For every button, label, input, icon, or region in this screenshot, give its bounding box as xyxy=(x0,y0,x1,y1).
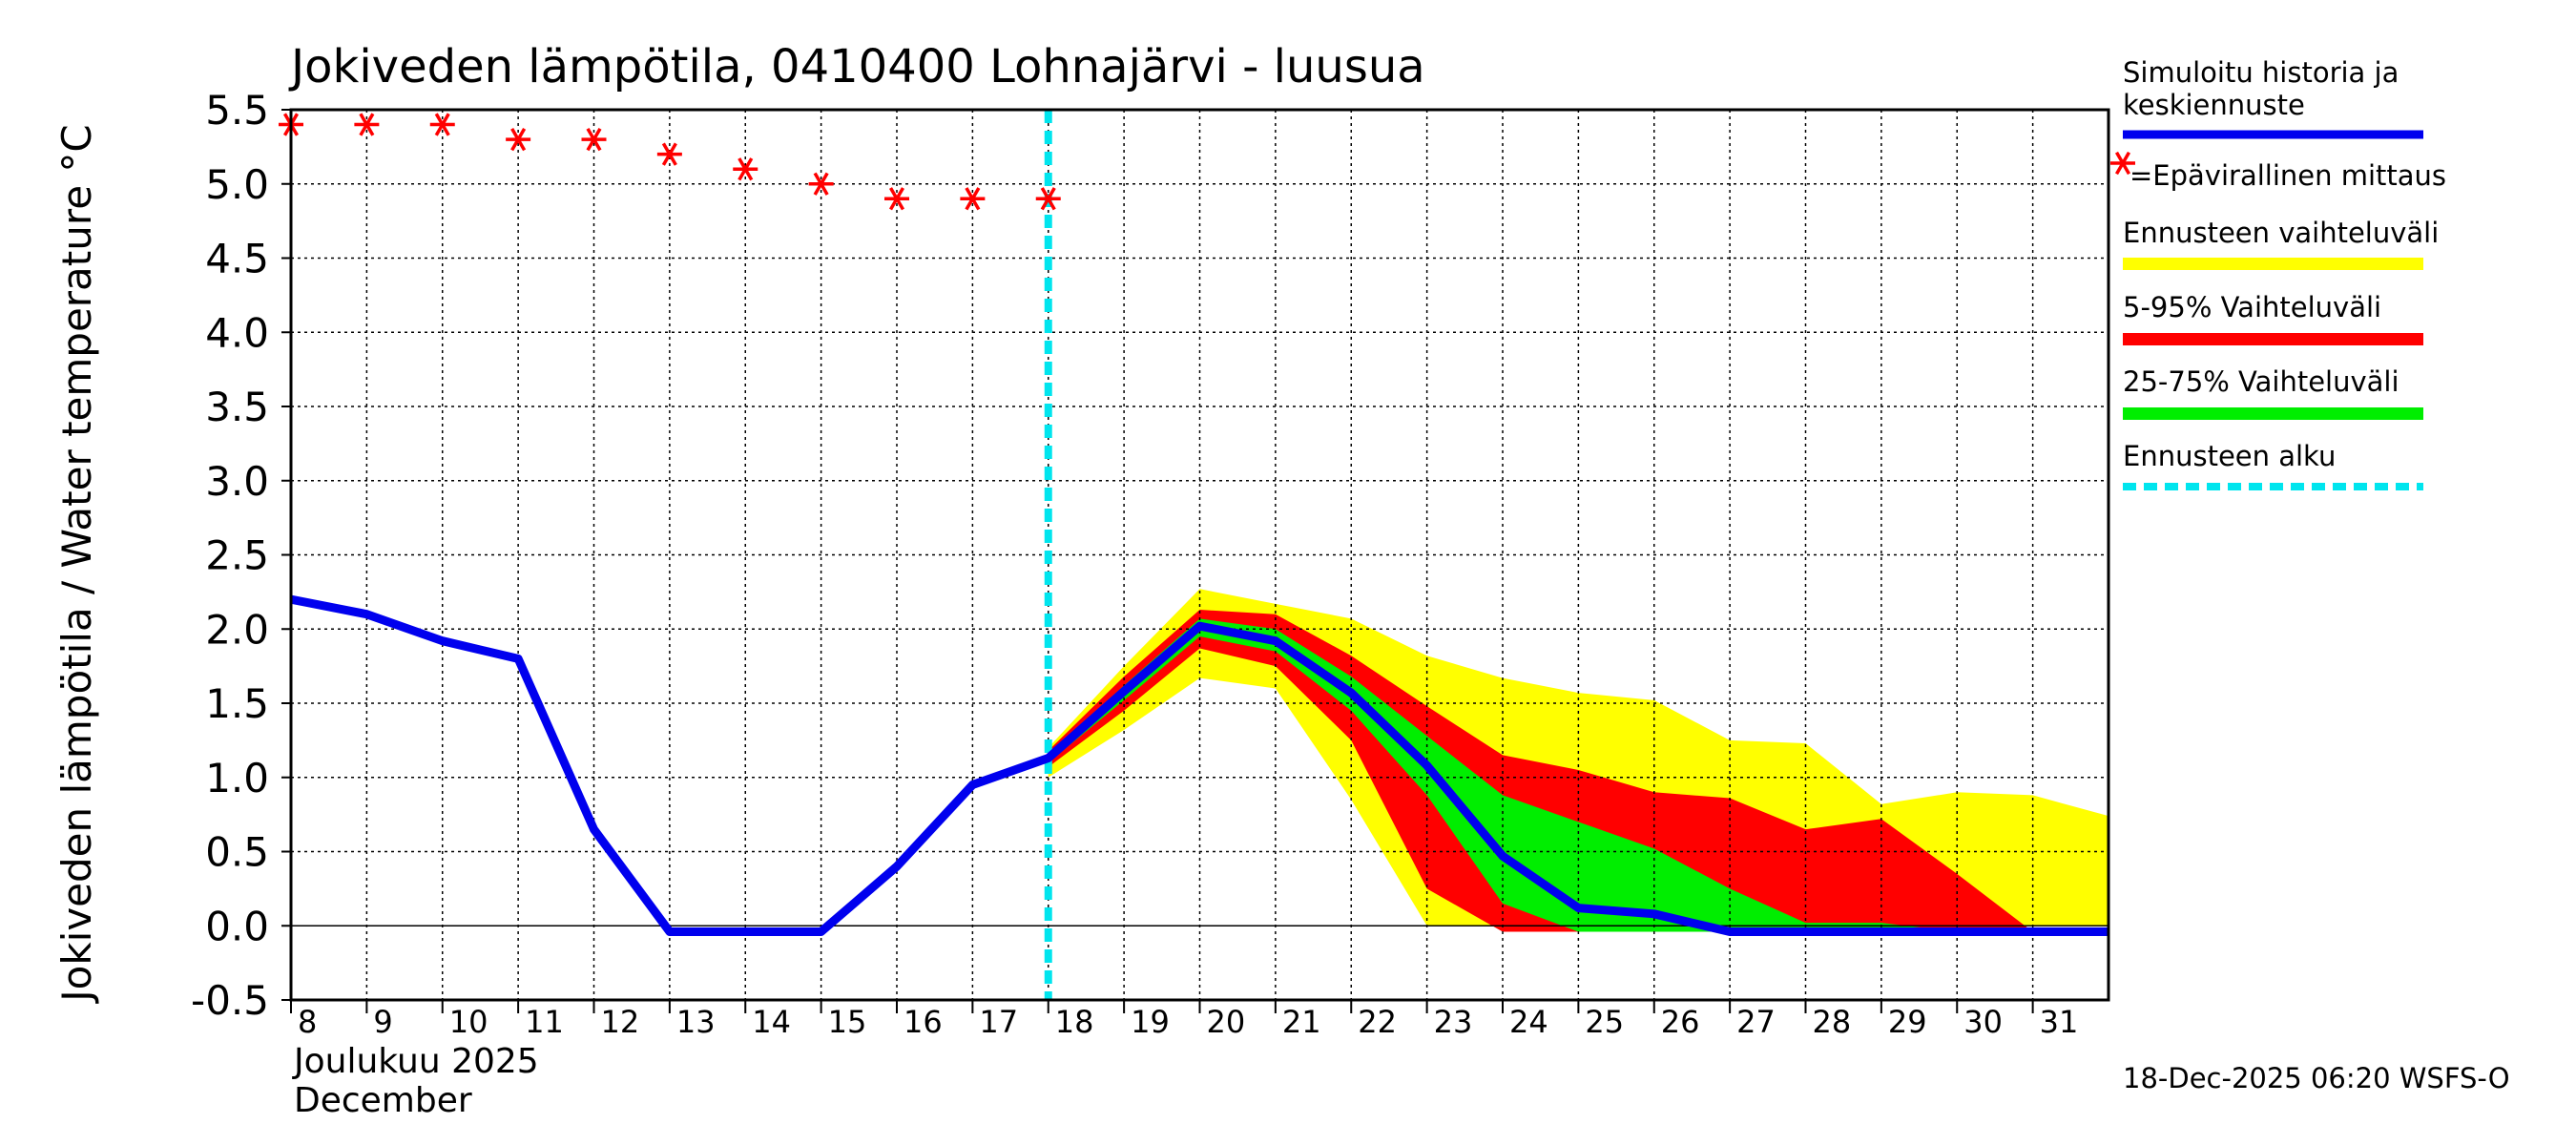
y-tick-label: 2.0 xyxy=(205,606,269,653)
footer-timestamp: 18-Dec-2025 06:20 WSFS-O xyxy=(2123,1062,2510,1094)
legend-label-5-95: 5-95% Vaihteluväli xyxy=(2123,291,2381,323)
series-layer xyxy=(290,110,2109,1000)
x-tick-label: 26 xyxy=(1661,1004,1700,1040)
x-tick-label: 24 xyxy=(1509,1004,1548,1040)
observation-point xyxy=(429,113,455,136)
x-tick-labels: 8 9 10 11 12 13 14 15 16 17 18 19 20 21 22 23 24 25 26 27 28… xyxy=(290,1000,2079,1040)
y-tick-label: 3.0 xyxy=(205,458,269,505)
month-label-en: December xyxy=(294,1081,472,1120)
observation-point xyxy=(808,172,834,196)
x-tick-label: 28 xyxy=(1813,1004,1852,1040)
x-tick-label: 14 xyxy=(752,1004,791,1040)
y-tick-label: -0.5 xyxy=(191,977,269,1024)
x-tick-label: 18 xyxy=(1055,1004,1094,1040)
x-tick-label: 10 xyxy=(449,1004,488,1040)
y-tick-label: 0.5 xyxy=(205,829,269,876)
x-tick-label: 12 xyxy=(601,1004,640,1040)
band-25-75 xyxy=(1048,618,2109,932)
x-tick-label: 13 xyxy=(676,1004,716,1040)
legend-label-mean: Simuloitu historia ja xyxy=(2123,56,2399,89)
x-tick-label: 30 xyxy=(1963,1004,2003,1040)
x-tick-label: 20 xyxy=(1207,1004,1246,1040)
legend-label-25-75: 25-75% Vaihteluväli xyxy=(2123,365,2399,398)
y-tick-labels: 5.5 5.0 4.5 4.0 3.5 3.0 2.5 2.0 1.5 1.0 0.5 0.0 -0.5 xyxy=(191,87,291,1024)
x-tick-label: 8 xyxy=(298,1004,317,1040)
observation-point xyxy=(581,127,607,152)
observation-point xyxy=(506,127,531,152)
x-tick-label: 25 xyxy=(1585,1004,1624,1040)
observation-point xyxy=(733,157,758,181)
x-tick-label: 11 xyxy=(525,1004,564,1040)
y-tick-label: 2.5 xyxy=(205,532,269,579)
x-tick-label: 17 xyxy=(979,1004,1018,1040)
legend-label-forecast-start: Ennusteen alku xyxy=(2123,440,2336,472)
y-tick-label: 5.0 xyxy=(205,161,269,208)
x-tick-label: 9 xyxy=(373,1004,392,1040)
x-tick-label: 16 xyxy=(904,1004,943,1040)
x-tick-label: 27 xyxy=(1736,1004,1776,1040)
observation-point xyxy=(884,187,909,211)
chart-title: Jokiveden lämpötila, 0410400 Lohnajärvi … xyxy=(288,40,1425,94)
legend-label-observation: =Epävirallinen mittaus xyxy=(2129,159,2446,192)
x-tick-label: 22 xyxy=(1358,1004,1397,1040)
legend-swatch-5-95 xyxy=(2123,333,2423,345)
y-tick-label: 1.0 xyxy=(205,755,269,802)
legend-label-mean: keskiennuste xyxy=(2123,89,2305,121)
observation-point xyxy=(960,187,986,211)
y-axis-label: Jokiveden lämpötila / Water temperature … xyxy=(53,124,100,1005)
x-tick-label: 19 xyxy=(1131,1004,1170,1040)
grid xyxy=(291,110,2109,1000)
x-tick-label: 29 xyxy=(1888,1004,1927,1040)
y-tick-label: 1.5 xyxy=(205,680,269,727)
legend-swatch-forecast-range xyxy=(2123,258,2423,270)
legend-swatch-25-75 xyxy=(2123,407,2423,420)
legend-swatch-observation xyxy=(2110,151,2135,176)
y-tick-label: 5.5 xyxy=(205,87,269,134)
observation-point xyxy=(1035,187,1061,211)
observation-markers xyxy=(279,113,1061,211)
y-tick-label: 4.5 xyxy=(205,236,269,282)
band-5-95 xyxy=(1048,610,2109,932)
y-tick-label: 3.5 xyxy=(205,384,269,430)
observation-point xyxy=(354,113,380,136)
month-label-fi: Joulukuu 2025 xyxy=(292,1042,539,1081)
y-tick-label: 4.0 xyxy=(205,309,269,356)
y-tick-label: 0.0 xyxy=(205,903,269,949)
x-tick-label: 15 xyxy=(828,1004,867,1040)
x-tick-label: 21 xyxy=(1282,1004,1321,1040)
forecast-bands xyxy=(1048,589,2109,932)
series-line-mean xyxy=(290,594,2109,936)
legend-label-forecast-range: Ennusteen vaihteluväli xyxy=(2123,217,2439,249)
x-tick-label: 31 xyxy=(2040,1004,2079,1040)
x-tick-label: 23 xyxy=(1434,1004,1473,1040)
observation-point xyxy=(656,142,682,166)
